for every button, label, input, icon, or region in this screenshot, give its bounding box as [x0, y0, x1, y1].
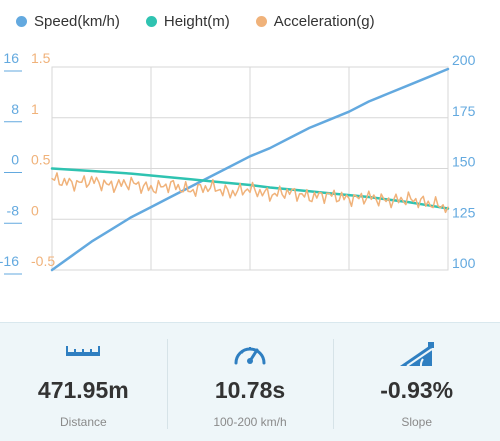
distance-value: 471.95m: [37, 377, 129, 403]
chart-svg: 16 8 0 -8 -16 1.5 1 0.5 0 -0.5 200 175 150 125 100: [0, 50, 476, 275]
chart-legend: Speed(km/h) Height(m) Acceleration(g): [16, 10, 492, 32]
legend-label-acceleration: Acceleration(g): [273, 12, 375, 30]
stat-distance: 471.95m Distance: [0, 323, 167, 441]
legend-dot-acceleration: [255, 15, 267, 27]
acceleration-time-label: 100-200 km/h: [213, 415, 287, 429]
height-axis-tick-label: 8: [11, 101, 19, 117]
stats-bar: 471.95m Distance 10.78s 100-200 km/h -0.…: [0, 322, 500, 441]
acceleration-axis-tick-label: -0.5: [31, 253, 55, 269]
acceleration-axis-tick-label: 1.5: [31, 50, 51, 66]
stat-slope: -0.93% Slope: [333, 323, 500, 441]
ruler-icon: [63, 337, 103, 371]
speed-axis-tick-label: 125: [452, 204, 476, 220]
slope-label: Slope: [401, 415, 433, 429]
legend-item-acceleration[interactable]: Acceleration(g): [255, 12, 375, 30]
legend-dot-speed: [16, 15, 27, 27]
distance-label: Distance: [59, 415, 107, 429]
series-line-speed-km-h-: [50, 67, 450, 272]
legend-item-height[interactable]: Height(m): [145, 12, 230, 30]
series-line-height-m-: [50, 167, 450, 210]
series-line-acceleration-g-: [51, 172, 449, 214]
acceleration-axis-tick-label: 0: [31, 202, 39, 218]
legend-label-speed: Speed(km/h): [34, 12, 120, 30]
height-axis-tick-label: 0: [11, 152, 19, 168]
height-axis-tick-label: 16: [3, 50, 19, 66]
speedometer-icon: [232, 337, 268, 371]
slope-value: -0.93%: [380, 377, 454, 403]
height-axis-tick-label: -8: [7, 202, 20, 218]
acceleration-axis-tick-label: 0.5: [31, 152, 51, 168]
legend-label-height: Height(m): [163, 12, 230, 30]
speed-height-acceleration-chart: 16 8 0 -8 -16 1.5 1 0.5 0 -0.5 200 175 150 125 100: [0, 50, 476, 275]
speed-axis-tick-label: 175: [452, 103, 476, 119]
acceleration-time-value: 10.78s: [214, 377, 286, 403]
height-axis-tick-label: -16: [0, 253, 19, 269]
acceleration-axis-tick-label: 1: [31, 101, 39, 117]
slope-icon: [397, 337, 437, 371]
speed-axis-tick-label: 100: [452, 255, 476, 271]
speed-axis-tick-label: 200: [452, 52, 476, 68]
stat-acceleration-time: 10.78s 100-200 km/h: [166, 323, 334, 441]
legend-item-speed[interactable]: Speed(km/h): [16, 13, 120, 30]
legend-dot-height: [145, 15, 157, 27]
speed-axis-tick-label: 150: [452, 154, 476, 170]
